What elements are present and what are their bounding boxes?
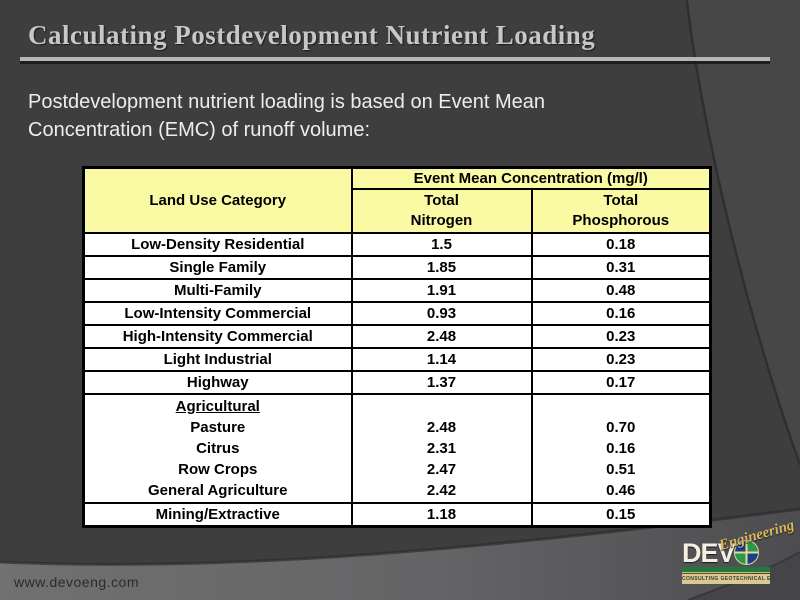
cell-category: Low-Density Residential	[82, 232, 353, 257]
cell-phosphorous: 0.23	[530, 347, 712, 372]
globe-o-icon	[733, 540, 759, 565]
cell-phosphorous: 0.31	[530, 255, 712, 280]
cell-phosphorous: 0.18	[530, 232, 712, 257]
cell-category: High-Intensity Commercial	[82, 324, 353, 349]
cell-nitrogen: 2.31	[426, 440, 457, 457]
cell-category: Multi-Family	[82, 278, 353, 303]
cell-category: Citrus	[196, 440, 240, 457]
cell-category: Single Family	[82, 255, 353, 280]
header-total-nitrogen: Total Nitrogen	[350, 188, 533, 234]
cell-nitrogen: 2.48	[426, 419, 457, 436]
cell-category: Pasture	[190, 419, 246, 436]
cell-phosphorous: 0.70	[606, 419, 636, 436]
cell-category: Low-Intensity Commercial	[82, 301, 353, 326]
cell-phosphorous: 0.46	[606, 482, 636, 499]
cell-nitrogen: 1.14	[350, 347, 533, 372]
table-row: High-Intensity Commercial 2.48 0.23	[82, 324, 712, 349]
cell-phosphorous: 0.17	[530, 370, 712, 395]
devo-engineering-logo: DEV Engineering CONSULTING GEOTECHNICAL …	[682, 517, 797, 590]
cell-phosphorous: 0.23	[530, 324, 712, 349]
table-header-row-span: Land Use Category Event Mean Concentrati…	[82, 166, 712, 234]
cell-nitrogen: 1.5	[350, 232, 533, 257]
emc-table: Land Use Category Event Mean Concentrati…	[82, 166, 712, 528]
intro-paragraph: Postdevelopment nutrient loading is base…	[28, 91, 546, 141]
blank-line	[535, 396, 708, 417]
cell-phosphorous: 0.16	[606, 440, 636, 457]
cell-phosphorous: 0.48	[530, 278, 712, 303]
logo-tagline: CONSULTING GEOTECHNICAL ENGINEERS	[682, 574, 770, 584]
title-underline-rule	[20, 57, 770, 61]
agricultural-nitrogen-values: 2.48 2.31 2.47 2.42	[350, 393, 533, 504]
cell-nitrogen: 0.93	[350, 301, 533, 326]
table-row-agricultural-group: Agricultural Pasture Citrus Row Crops Ge…	[82, 393, 712, 504]
logo-wordmark: DEV Engineering	[682, 517, 797, 568]
cell-category: Row Crops	[178, 461, 258, 478]
table-row: Mining/Extractive 1.18 0.15	[82, 502, 712, 528]
website-url: www.devoeng.com	[14, 574, 140, 590]
agricultural-group-label: Agricultural	[175, 398, 260, 415]
header-land-use-category: Land Use Category	[82, 166, 353, 234]
logo-green-bar	[682, 567, 770, 573]
cell-category: General Agriculture	[148, 482, 288, 499]
agricultural-categories: Agricultural Pasture Citrus Row Crops Ge…	[82, 393, 353, 504]
cell-phosphorous: 0.15	[530, 502, 712, 528]
table-row: Light Industrial 1.14 0.23	[82, 347, 712, 372]
cell-nitrogen: 1.18	[350, 502, 533, 528]
table-row: Low-Density Residential 1.5 0.18	[82, 232, 712, 257]
table-header-row-sub: Total Nitrogen Total Phosphorous	[84, 188, 712, 234]
cell-nitrogen: 1.91	[350, 278, 533, 303]
slide-title: Calculating Postdevelopment Nutrient Loa…	[28, 20, 596, 50]
cell-nitrogen: 2.48	[350, 324, 533, 349]
blank-line	[355, 396, 529, 417]
table-row: Highway 1.37 0.17	[82, 370, 712, 395]
cell-nitrogen: 1.37	[350, 370, 533, 395]
header-total-phosphorous: Total Phosphorous	[530, 188, 712, 234]
table-row: Low-Intensity Commercial 0.93 0.16	[82, 301, 712, 326]
logo-dev-text: DEV	[682, 538, 736, 568]
header-event-mean-concentration: Event Mean Concentration (mg/l)	[350, 166, 712, 190]
agricultural-phosphorous-values: 0.70 0.16 0.51 0.46	[530, 393, 712, 504]
table-row: Single Family 1.85 0.31	[82, 255, 712, 280]
table-row: Multi-Family 1.91 0.48	[82, 278, 712, 303]
cell-phosphorous: 0.51	[606, 461, 636, 478]
cell-nitrogen: 2.47	[426, 461, 457, 478]
cell-category: Highway	[82, 370, 353, 395]
cell-category: Mining/Extractive	[82, 502, 353, 528]
cell-category: Light Industrial	[82, 347, 353, 372]
cell-nitrogen: 1.85	[350, 255, 533, 280]
cell-phosphorous: 0.16	[530, 301, 712, 326]
cell-nitrogen: 2.42	[426, 482, 457, 499]
